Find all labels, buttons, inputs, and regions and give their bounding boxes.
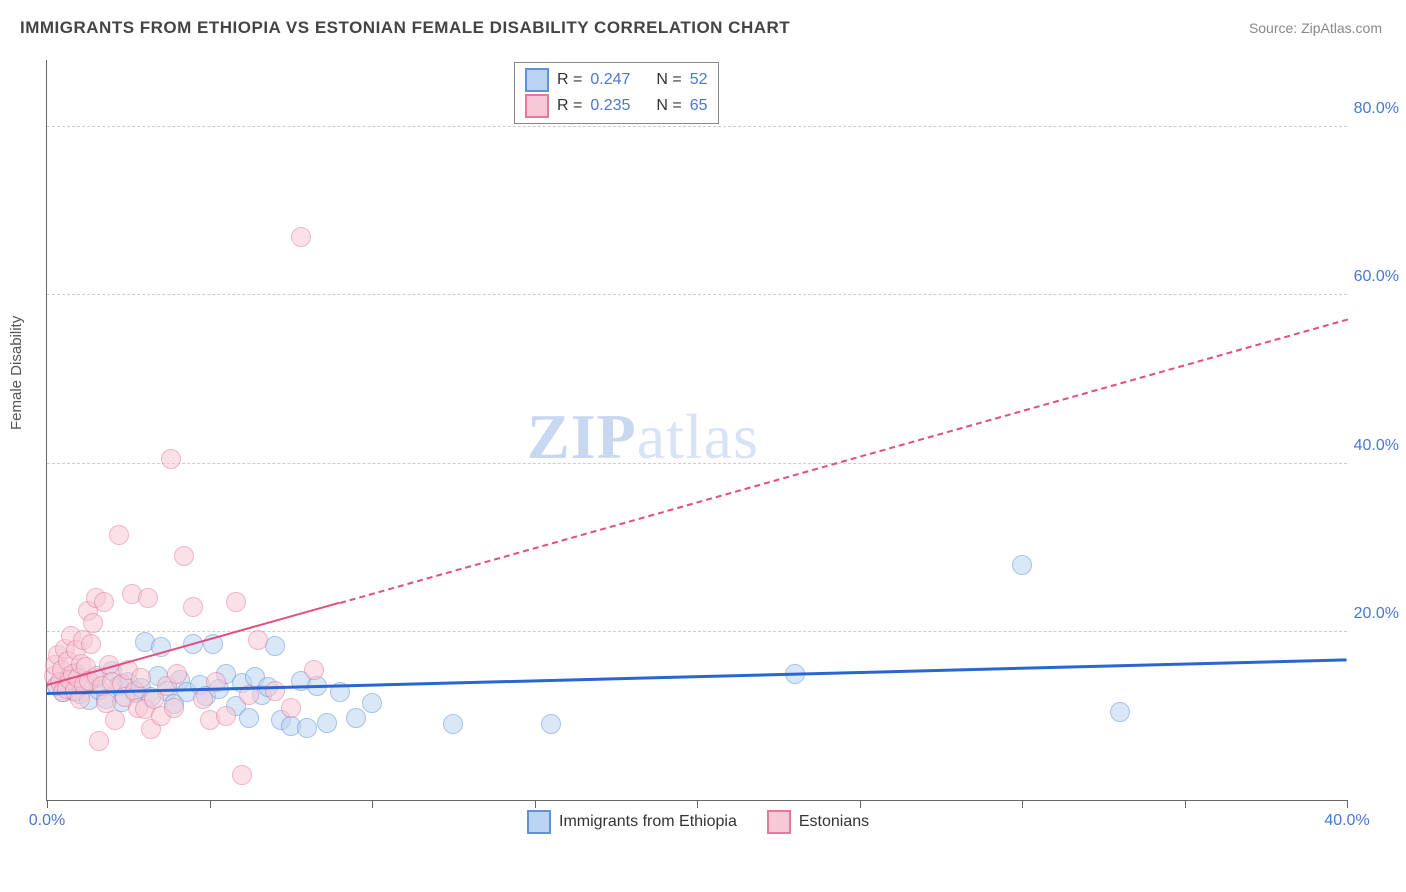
swatch-icon (527, 810, 551, 834)
legend-row: R = 0.247 N = 52 (525, 67, 708, 93)
r-value: 0.247 (590, 71, 630, 89)
r-label: R = (557, 97, 582, 115)
data-point (109, 525, 129, 545)
swatch-icon (525, 94, 549, 118)
trend-line (339, 319, 1347, 604)
y-tick-label: 80.0% (1354, 100, 1399, 118)
x-tick (1185, 800, 1186, 808)
legend-label: Estonians (799, 813, 869, 831)
gridline (47, 126, 1347, 127)
n-label: N = (656, 71, 681, 89)
x-tick (372, 800, 373, 808)
x-tick (860, 800, 861, 808)
x-tick-label: 0.0% (29, 812, 65, 830)
data-point (193, 689, 213, 709)
data-point (105, 710, 125, 730)
data-point (89, 731, 109, 751)
data-point (297, 718, 317, 738)
x-tick-label: 40.0% (1324, 812, 1369, 830)
data-point (183, 597, 203, 617)
legend-item: Immigrants from Ethiopia (527, 810, 737, 834)
data-point (1110, 702, 1130, 722)
plot-area: ZIPatlas 20.0%40.0%60.0%80.0%0.0%40.0% (46, 60, 1347, 801)
data-point (174, 546, 194, 566)
data-point (161, 449, 181, 469)
data-point (81, 634, 101, 654)
data-point (281, 698, 301, 718)
data-point (1012, 555, 1032, 575)
legend-label: Immigrants from Ethiopia (559, 813, 737, 831)
legend-row: R = 0.235 N = 65 (525, 93, 708, 119)
data-point (265, 681, 285, 701)
data-point (131, 668, 151, 688)
gridline (47, 294, 1347, 295)
data-point (164, 698, 184, 718)
n-label: N = (656, 97, 681, 115)
data-point (541, 714, 561, 734)
swatch-icon (767, 810, 791, 834)
y-tick-label: 40.0% (1354, 437, 1399, 455)
x-tick (1022, 800, 1023, 808)
x-tick (1347, 800, 1348, 808)
data-point (443, 714, 463, 734)
n-value: 65 (690, 97, 708, 115)
data-point (226, 592, 246, 612)
x-tick (210, 800, 211, 808)
data-point (216, 706, 236, 726)
r-value: 0.235 (590, 97, 630, 115)
r-label: R = (557, 71, 582, 89)
watermark-atlas: atlas (637, 401, 759, 472)
x-tick (47, 800, 48, 808)
data-point (317, 713, 337, 733)
legend-item: Estonians (767, 810, 869, 834)
data-point (239, 708, 259, 728)
data-point (291, 227, 311, 247)
data-point (362, 693, 382, 713)
data-point (83, 613, 103, 633)
x-tick (535, 800, 536, 808)
y-tick-label: 20.0% (1354, 605, 1399, 623)
y-tick-label: 60.0% (1354, 268, 1399, 286)
data-point (232, 765, 252, 785)
chart-title: IMMIGRANTS FROM ETHIOPIA VS ESTONIAN FEM… (20, 18, 790, 38)
watermark-zip: ZIP (527, 401, 637, 472)
data-point (94, 592, 114, 612)
data-point (167, 664, 187, 684)
data-point (138, 588, 158, 608)
gridline (47, 463, 1347, 464)
data-point (248, 630, 268, 650)
plot-wrap: ZIPatlas 20.0%40.0%60.0%80.0%0.0%40.0% (46, 60, 1386, 800)
source-label: Source: ZipAtlas.com (1249, 20, 1382, 36)
swatch-icon (525, 68, 549, 92)
data-point (346, 708, 366, 728)
n-value: 52 (690, 71, 708, 89)
legend-series: Immigrants from Ethiopia Estonians (527, 810, 869, 834)
x-tick (697, 800, 698, 808)
legend-stats: R = 0.247 N = 52 R = 0.235 N = 65 (514, 62, 719, 124)
y-axis-label: Female Disability (8, 316, 25, 430)
data-point (304, 660, 324, 680)
